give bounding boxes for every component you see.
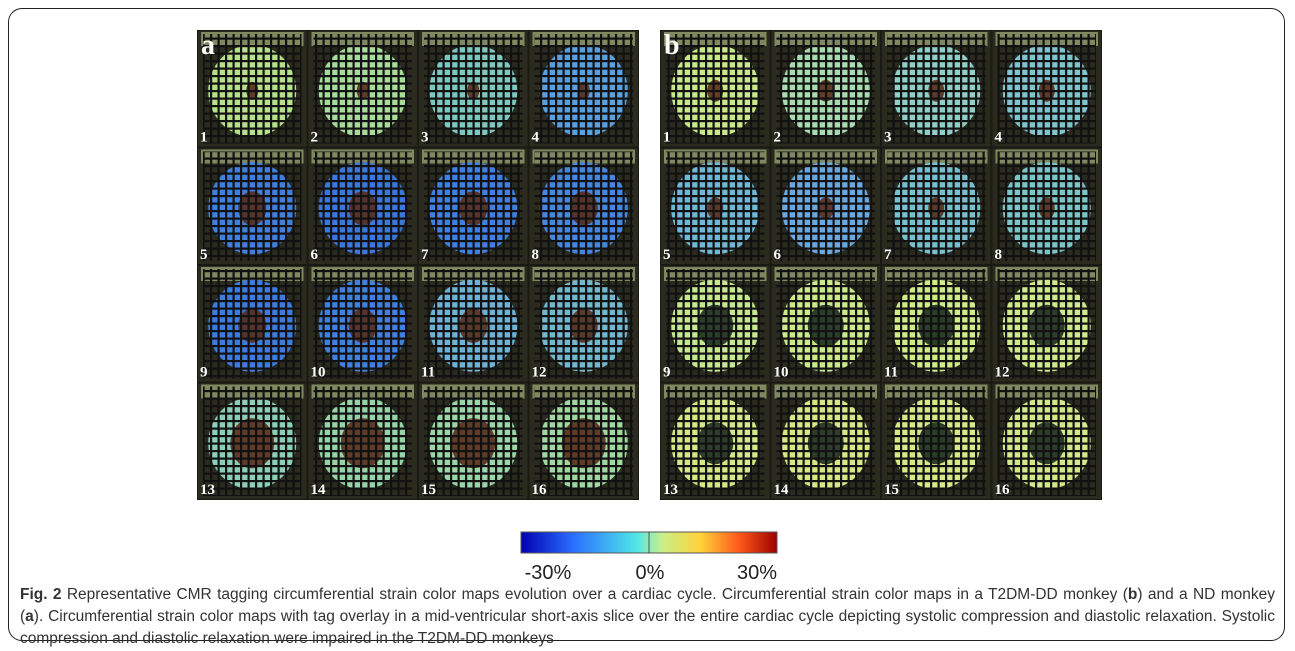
frame-number: 5 xyxy=(200,247,208,263)
frame-number: 16 xyxy=(995,482,1011,498)
tag-grid xyxy=(777,269,876,379)
tag-grid xyxy=(424,269,523,379)
frame-number: 3 xyxy=(421,130,429,146)
tag-grid xyxy=(998,269,1097,379)
frame-number: 9 xyxy=(663,365,671,381)
frame-number: 4 xyxy=(532,130,540,146)
tag-grid xyxy=(666,387,765,497)
tag-grid xyxy=(203,269,302,379)
frame-number: 7 xyxy=(421,247,429,263)
tag-grid xyxy=(998,152,1097,262)
tag-grid xyxy=(203,152,302,262)
tag-grid xyxy=(424,387,523,497)
frame-number: 9 xyxy=(200,365,208,381)
caption: Fig. 2 Representative CMR tagging circum… xyxy=(20,584,1275,650)
frame-number: 6 xyxy=(311,247,319,263)
caption-label: Fig. 2 xyxy=(20,586,62,603)
caption-ref: b xyxy=(1128,586,1137,603)
frame-number: 16 xyxy=(532,482,548,498)
frame-number: 14 xyxy=(311,482,327,498)
tag-grid xyxy=(666,269,765,379)
panel-label: b xyxy=(664,30,680,61)
tag-grid xyxy=(535,34,634,144)
caption-text: ). Circumferential strain color maps wit… xyxy=(20,608,1275,647)
frame-number: 14 xyxy=(774,482,790,498)
frame-number: 15 xyxy=(421,482,436,498)
tag-grid xyxy=(203,387,302,497)
tag-grid xyxy=(998,387,1097,497)
frame-number: 5 xyxy=(663,247,671,263)
frame-number: 2 xyxy=(311,130,319,146)
tag-grid xyxy=(998,34,1097,144)
frame-number: 13 xyxy=(663,482,678,498)
frame-number: 10 xyxy=(774,365,789,381)
frame-number: 1 xyxy=(663,130,671,146)
tag-grid xyxy=(887,387,986,497)
colorbar-label: -30% xyxy=(525,562,572,585)
frame-number: 6 xyxy=(774,247,782,263)
tag-grid xyxy=(203,34,302,144)
frame-number: 4 xyxy=(995,130,1003,146)
tag-grid xyxy=(314,387,413,497)
tag-grid xyxy=(424,34,523,144)
tag-grid xyxy=(424,152,523,262)
tag-grid xyxy=(535,269,634,379)
frame-number: 11 xyxy=(884,365,898,381)
colorbar-label: 0% xyxy=(636,562,665,585)
caption-text: Representative CMR tagging circumferenti… xyxy=(62,586,1128,603)
tag-grid xyxy=(777,34,876,144)
tag-grid xyxy=(887,34,986,144)
frame-number: 3 xyxy=(884,130,892,146)
frame-number: 1 xyxy=(200,130,208,146)
tag-grid xyxy=(666,34,765,144)
tag-grid xyxy=(314,152,413,262)
tag-grid xyxy=(535,152,634,262)
frame-number: 11 xyxy=(421,365,435,381)
frame-number: 2 xyxy=(774,130,782,146)
tag-grid xyxy=(777,152,876,262)
frame-number: 12 xyxy=(995,365,1010,381)
caption-ref: a xyxy=(25,608,34,625)
tag-grid xyxy=(666,152,765,262)
tag-grid xyxy=(777,387,876,497)
panel-label: a xyxy=(201,30,215,61)
frame-number: 13 xyxy=(200,482,215,498)
tag-grid xyxy=(314,269,413,379)
tag-grid xyxy=(887,152,986,262)
frame-number: 7 xyxy=(884,247,892,263)
frame-number: 8 xyxy=(532,247,540,263)
frame-number: 15 xyxy=(884,482,899,498)
tag-grid xyxy=(535,387,634,497)
colorbar-label: 30% xyxy=(737,562,777,585)
frame-number: 10 xyxy=(311,365,326,381)
frame-number: 8 xyxy=(995,247,1003,263)
frame-number: 12 xyxy=(532,365,547,381)
tag-grid xyxy=(314,34,413,144)
page: 12345678910111213141516a1234567891011121… xyxy=(0,0,1295,651)
tag-grid xyxy=(887,269,986,379)
